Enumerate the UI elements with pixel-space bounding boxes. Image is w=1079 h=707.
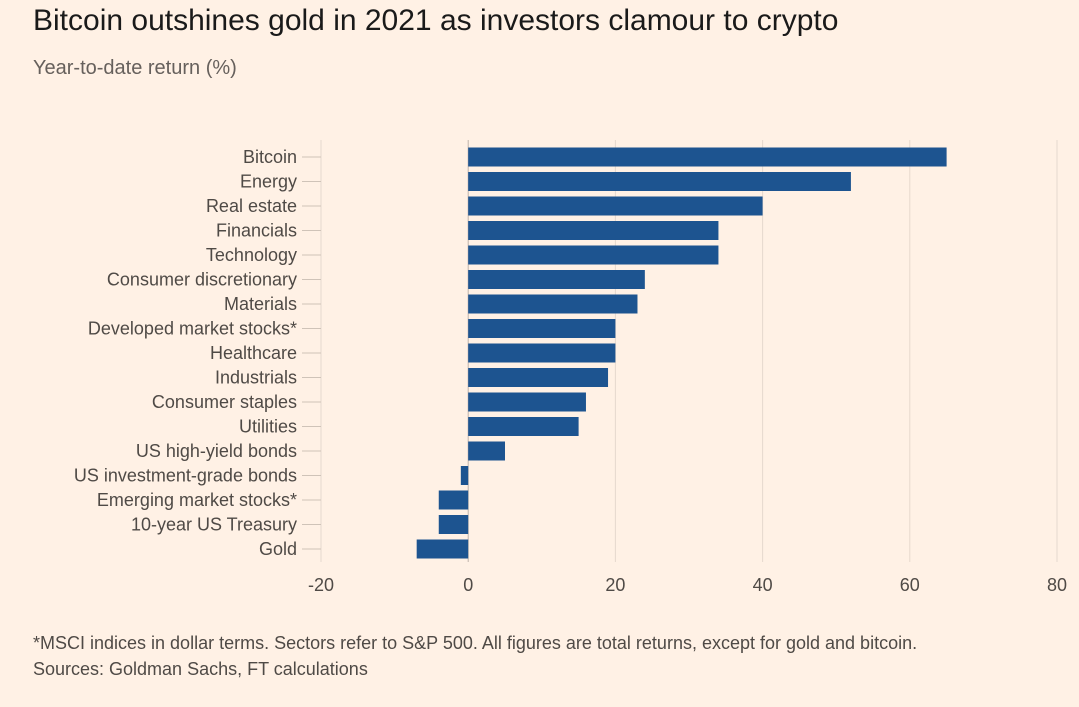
bar [468,343,616,363]
category-label: Materials [224,294,297,314]
bar [416,539,469,559]
category-label: Financials [216,221,297,241]
category-label: Healthcare [210,343,297,363]
category-label: Bitcoin [243,147,297,167]
x-tick-label: 40 [753,575,773,595]
bar [468,147,947,167]
footnote-text: *MSCI indices in dollar terms. Sectors r… [33,633,918,653]
category-label: Emerging market stocks* [97,490,297,510]
x-tick-label: -20 [308,575,334,595]
bars [416,147,947,559]
bar [468,294,638,314]
category-label: US high-yield bonds [136,441,297,461]
bar [438,490,469,510]
bar [468,319,616,338]
bar [468,270,645,289]
category-label: Real estate [206,196,297,216]
category-label: Energy [240,172,297,192]
x-tick-label: 80 [1047,575,1067,595]
chart-title: Bitcoin outshines gold in 2021 as invest… [33,4,839,37]
category-label: Consumer discretionary [107,270,297,290]
x-tick-label: 20 [605,575,625,595]
sources-text: Sources: Goldman Sachs, FT calculations [33,659,368,679]
chart-subtitle: Year-to-date return (%) [33,57,237,79]
category-label: Industrials [215,368,297,388]
bar [438,515,469,534]
bar [468,368,609,387]
category-labels: Bitcoin Energy Real estate Financials Techno… [74,147,321,559]
x-tick-label: 0 [463,575,473,595]
x-axis-ticks: -20 0 20 40 60 80 [308,575,1067,595]
x-tick-label: 60 [900,575,920,595]
category-label: 10-year US Treasury [131,515,297,535]
bar [468,392,586,412]
bar [468,221,719,240]
category-label: Utilities [239,417,297,437]
bar [460,466,469,485]
category-label: Consumer staples [152,392,297,412]
category-label: Technology [206,245,297,265]
bar [468,172,851,191]
bar [468,441,505,461]
category-label: Developed market stocks* [88,319,297,339]
footnotes: *MSCI indices in dollar terms. Sectors r… [33,630,1033,682]
bar [468,245,719,265]
bar [468,417,579,436]
category-label: US investment-grade bonds [74,466,297,486]
bar [468,196,763,216]
category-label: Gold [259,539,297,559]
